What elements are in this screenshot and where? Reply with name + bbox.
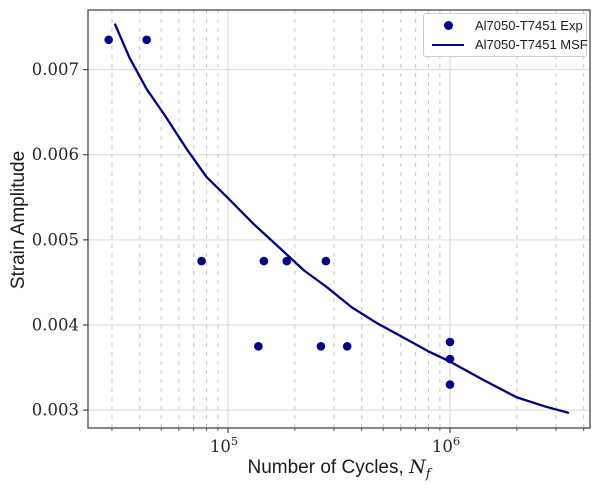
legend-label-exp: Al7050-T7451 Exp — [475, 18, 583, 33]
legend-marker-cell — [428, 21, 468, 30]
y-tick-label: 0.006 — [32, 145, 79, 164]
legend: Al7050-T7451 Exp Al7050-T7451 MSF — [423, 13, 588, 57]
data-point — [445, 337, 455, 347]
data-point — [259, 256, 269, 266]
exp-scatter-marker-icon — [443, 21, 453, 30]
y-tick-label: 0.004 — [32, 315, 79, 334]
exp-scatter-points — [104, 35, 455, 389]
data-point — [254, 342, 263, 351]
msf-model-curve — [113, 23, 570, 414]
data-point — [316, 342, 326, 351]
data-point — [282, 256, 292, 266]
data-point — [321, 256, 331, 266]
legend-item-exp: Al7050-T7451 Exp — [428, 16, 583, 35]
legend-item-msf: Al7050-T7451 MSF — [428, 35, 588, 54]
y-tick-label: 0.003 — [32, 401, 79, 420]
y-axis-label: Strain Amplitude — [8, 151, 30, 289]
data-point — [445, 354, 455, 364]
x-axis-label: Number of Cycles, Nf — [88, 456, 590, 482]
y-tick-label: 0.005 — [32, 230, 79, 249]
data-point — [342, 342, 352, 351]
data-point — [197, 256, 206, 266]
x-tick-label: 106 — [432, 434, 460, 456]
x-axis-label-math-var: N — [409, 456, 426, 478]
x-axis-label-text: Number of Cycles, — [247, 457, 404, 478]
msf-line-marker-icon — [432, 43, 464, 46]
axis-ticks: 0.003 0.004 0.005 0.006 0.007 105 106 — [32, 60, 585, 456]
plot-border — [87, 9, 591, 429]
legend-marker-cell — [428, 43, 468, 46]
data-point — [445, 380, 455, 389]
x-tick-label: 105 — [210, 434, 238, 456]
data-point — [104, 35, 113, 45]
y-axis-label-text: Strain Amplitude — [8, 150, 29, 290]
data-point — [142, 35, 151, 45]
legend-label-msf: Al7050-T7451 MSF — [475, 37, 588, 52]
y-tick-label: 0.007 — [32, 60, 79, 79]
x-axis-label-math-sub: f — [425, 466, 431, 482]
